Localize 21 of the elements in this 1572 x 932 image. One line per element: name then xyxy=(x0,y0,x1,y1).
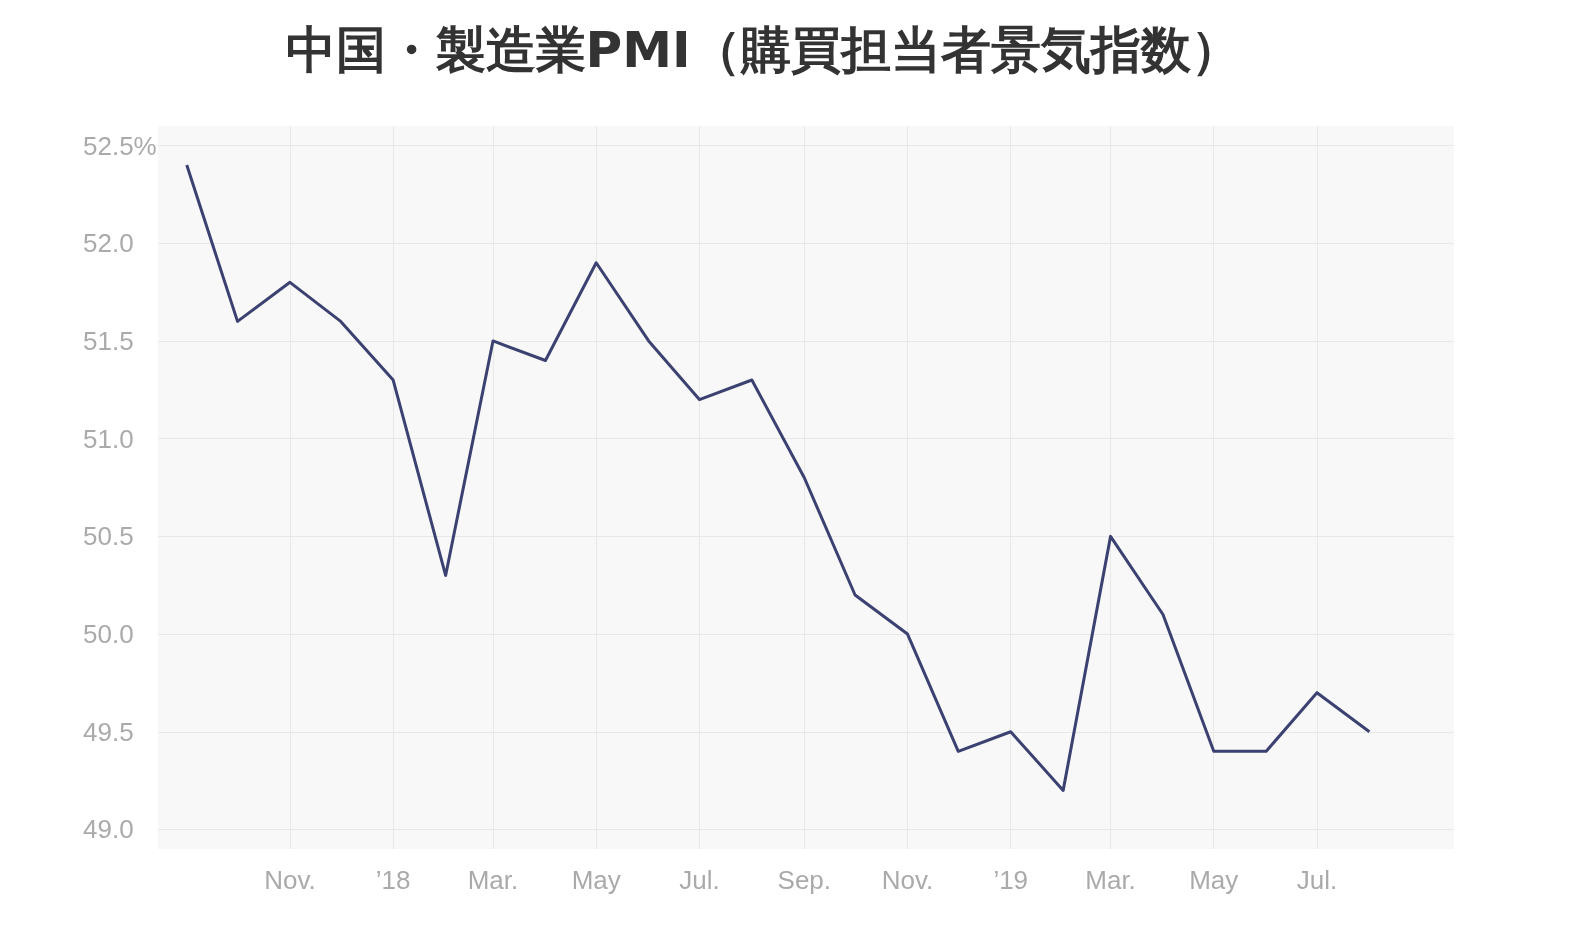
x-tick-label: Mar. xyxy=(1085,865,1136,895)
x-tick-label: Mar. xyxy=(467,865,519,895)
y-tick-label: 52.5% xyxy=(83,130,157,161)
chart-title: 中国・製造業PMI（購買担当者景気指数） xyxy=(285,21,1241,79)
y-tick-label: 51.5 xyxy=(83,325,134,356)
y-tick-label: 49.5 xyxy=(83,716,134,747)
y-tick-label: 49.0 xyxy=(83,814,134,845)
x-tick-label: Nov. xyxy=(881,865,934,895)
x-tick-label: Jul. xyxy=(679,865,720,895)
y-tick-label: 50.0 xyxy=(83,619,134,650)
x-tick-label: May xyxy=(571,865,621,895)
y-tick-label: 51.0 xyxy=(83,423,134,454)
y-tick-label: 50.5 xyxy=(83,521,134,552)
x-tick-label: Sep. xyxy=(777,865,832,895)
x-tick-label: ’18 xyxy=(375,865,411,895)
x-tick-label: ’19 xyxy=(993,865,1029,895)
line-series xyxy=(185,163,1371,792)
x-tick-label: May xyxy=(1189,865,1239,895)
x-tick-label: Jul. xyxy=(1296,865,1338,895)
y-tick-label: 52.0 xyxy=(83,228,134,259)
x-tick-label: Nov. xyxy=(264,865,316,895)
